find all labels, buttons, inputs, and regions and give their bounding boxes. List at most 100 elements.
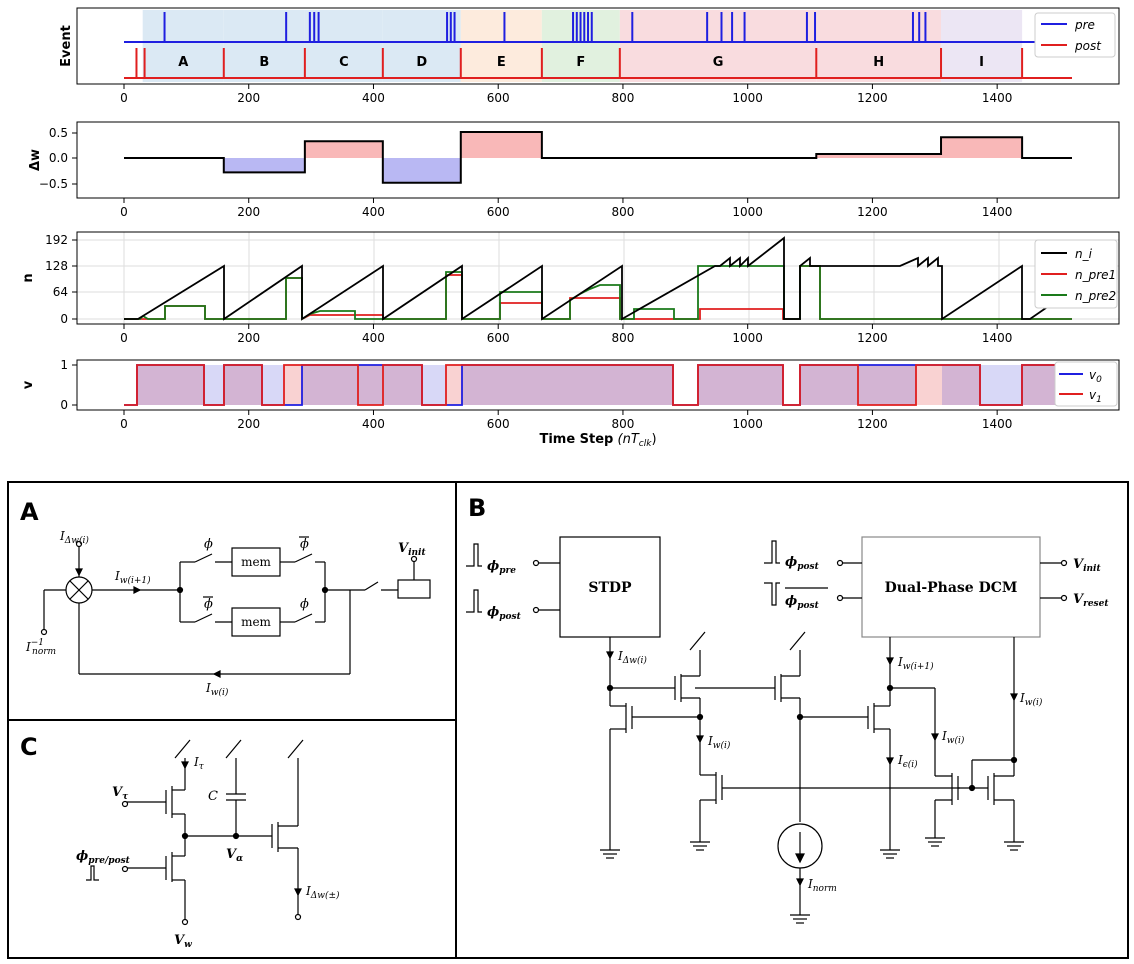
xtick-label: 0 xyxy=(120,331,128,345)
n-ytick: 64 xyxy=(53,285,68,299)
panel-b-label: B xyxy=(468,494,486,522)
dw-fill xyxy=(382,158,461,183)
event-segment xyxy=(941,10,1023,82)
n-pre2-line xyxy=(124,265,1072,321)
segment-label: I xyxy=(979,55,984,70)
dw-ytick: 0.0 xyxy=(49,151,68,165)
xtick-label: 1200 xyxy=(857,91,888,105)
panel-b-v-init: Vinit xyxy=(1073,557,1101,574)
legend-n-pre2: n_pre2 xyxy=(1075,289,1116,303)
xtick-label: 0 xyxy=(120,417,128,431)
xtick-label: 200 xyxy=(237,205,260,219)
panel-a-i-norm: I−1 norm xyxy=(25,638,56,657)
phi-label: ϕ xyxy=(204,537,213,552)
xtick-label: 1400 xyxy=(982,417,1013,431)
dw-ytick: 0.5 xyxy=(49,126,68,140)
xtick-label: 600 xyxy=(487,91,510,105)
phi-label-right: ϕ xyxy=(300,597,309,612)
n-panel: n 192 128 64 0 n_i n_pre1 n_pre2 0 200 400… xyxy=(21,231,1120,345)
xtick-label: 1200 xyxy=(857,205,888,219)
legend-pre: pre xyxy=(1074,18,1095,32)
mem-label-top: mem xyxy=(241,555,271,569)
xtick-label: 200 xyxy=(237,331,260,345)
panel-a-i-w-next: Iw(i+1) xyxy=(114,569,151,586)
panel-a-label: A xyxy=(20,498,39,526)
panel-b-phi-post: ϕpost xyxy=(487,605,522,622)
dw-fill xyxy=(460,132,542,158)
xtick-label: 400 xyxy=(362,417,385,431)
dw-ytick: −0.5 xyxy=(39,177,68,191)
xtick-label: 1200 xyxy=(857,417,888,431)
segment-label: H xyxy=(873,55,884,70)
segment-label: B xyxy=(259,55,269,70)
n-ytick: 0 xyxy=(60,312,68,326)
panel-b-i-w-right: Iw(i) xyxy=(1019,691,1043,708)
xtick-label: 200 xyxy=(237,91,260,105)
v1-fill xyxy=(137,365,1057,405)
n-legend: n_i n_pre1 n_pre2 xyxy=(1034,239,1118,309)
event-frame xyxy=(76,7,1120,85)
panel-b-v-reset: Vreset xyxy=(1073,592,1109,609)
v1-line xyxy=(124,364,1058,406)
xtick-label: 400 xyxy=(362,205,385,219)
xtick-label: 1400 xyxy=(982,205,1013,219)
post-spikes xyxy=(135,48,1024,78)
event-segment xyxy=(460,10,542,82)
panel-c-label: C xyxy=(20,733,38,761)
dw-fill xyxy=(223,158,305,173)
xtick-label: 1000 xyxy=(732,205,763,219)
event-segments xyxy=(142,10,1023,82)
panel-a-v-init: Vinit xyxy=(398,541,426,558)
v-init-box xyxy=(397,579,431,599)
dw-panel: Δw 0.5 0.0 −0.5 0 200 400 600 800 1000 1200 140… xyxy=(28,121,1120,219)
xtick-label: 600 xyxy=(487,205,510,219)
event-segment xyxy=(816,10,942,82)
n-ytick: 192 xyxy=(45,233,68,247)
xtick-label: 1400 xyxy=(982,331,1013,345)
dw-fills xyxy=(223,132,1023,183)
v-yticks: 1 0 xyxy=(60,358,77,412)
panel-c-v-tau: Vτ xyxy=(112,785,129,802)
n-ylabel: n xyxy=(21,273,36,282)
panel-b-dcm-phi-post: ϕpost xyxy=(785,555,820,572)
panel-c-phi: ϕpre/post xyxy=(76,849,131,866)
panel-a-i-w: Iw(i) xyxy=(205,681,229,698)
xtick-label: 1000 xyxy=(732,417,763,431)
xtick-label: 1200 xyxy=(857,331,888,345)
event-ylabel: Event xyxy=(59,25,74,67)
xtick-label: 200 xyxy=(237,417,260,431)
v0-fill xyxy=(137,365,1057,405)
event-segment xyxy=(382,10,461,82)
legend-v0: v0 xyxy=(1089,368,1102,385)
xtick-label: 800 xyxy=(611,205,634,219)
event-segment xyxy=(142,10,224,82)
pre-spikes xyxy=(163,12,927,42)
panel-c-cap: C xyxy=(208,789,218,804)
event-segment xyxy=(619,10,817,82)
panel-a: A IΔw(i) I−1 norm Iw(i+1) mem mem ϕ ϕ ϕ ϕ xyxy=(20,498,431,698)
panel-b-phi-pre: ϕpre xyxy=(487,559,516,576)
n-ytick: 128 xyxy=(45,259,68,273)
dcm-label: Dual-Phase DCM xyxy=(885,580,1018,596)
xtick-label: 1000 xyxy=(732,91,763,105)
dw-fill xyxy=(941,137,1023,158)
n-grid xyxy=(77,232,1119,324)
panel-a-i-dw: IΔw(i) xyxy=(59,529,89,546)
xtick-label: 800 xyxy=(611,331,634,345)
xtick-label: 600 xyxy=(487,417,510,431)
segment-label: G xyxy=(713,55,724,70)
xtick-label: 1400 xyxy=(982,91,1013,105)
dw-fill xyxy=(304,141,383,158)
panel-c-v-w: Vw xyxy=(174,933,192,950)
xtick-label: 0 xyxy=(120,91,128,105)
panel-c: C Iτ Vτ ϕpre/post Vw C Vα IΔw(±) xyxy=(20,733,340,950)
mem-label-bottom: mem xyxy=(241,615,271,629)
panel-b-i-eps: Iϵ(i) xyxy=(897,753,918,770)
event-segment xyxy=(223,10,305,82)
xtick-label: 800 xyxy=(611,417,634,431)
n-yticks: 192 128 64 0 xyxy=(45,233,77,326)
panel-c-v-alpha: Vα xyxy=(226,847,243,864)
xtick-label: 600 xyxy=(487,331,510,345)
n-i-line xyxy=(124,236,1073,321)
